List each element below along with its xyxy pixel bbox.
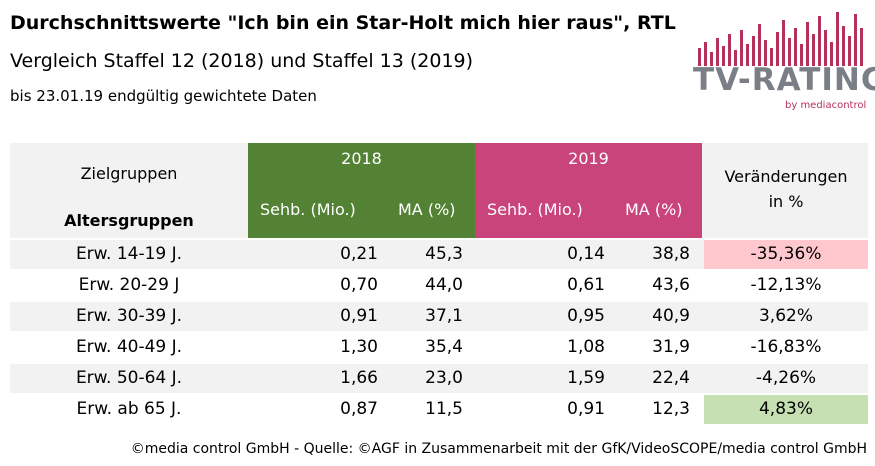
header-group-2018: 2018 Sehb. (Mio.) MA (%) <box>248 143 475 238</box>
logo-by-text: by mediacontrol <box>785 100 867 111</box>
cell-change: 4,83% <box>704 395 868 424</box>
cell-change: 3,62% <box>758 306 813 326</box>
cell-sehb-2019: 0,14 <box>567 244 605 264</box>
cell-ma-2018: 23,0 <box>425 368 463 388</box>
cell-sehb-2019: 0,95 <box>567 306 605 326</box>
source-footer: ©media control GmbH - Quelle: ©AGF in Zu… <box>130 441 867 457</box>
logo-brand-text: TV-RATINGS <box>693 62 875 98</box>
cell-ma-2018: 35,4 <box>425 337 463 357</box>
ma-2018-label: MA (%) <box>398 200 456 219</box>
change-header-line2: in % <box>768 192 804 211</box>
year-2019-label: 2019 <box>568 149 609 168</box>
cell-sehb-2019: 1,08 <box>567 337 605 357</box>
sehb-2018-label: Sehb. (Mio.) <box>260 200 356 219</box>
cell-sehb-2018: 0,87 <box>340 399 378 419</box>
cell-ma-2019: 43,6 <box>652 275 690 295</box>
cell-ma-2018: 45,3 <box>425 244 463 264</box>
cell-ma-2018: 44,0 <box>425 275 463 295</box>
table-row: Erw. 14-19 J. 0,21 45,3 0,14 38,8 -35,36… <box>10 240 868 271</box>
table-row: Erw. 30-39 J. 0,91 37,1 0,95 40,9 3,62% <box>10 302 868 333</box>
change-header-line1: Veränderungen <box>724 167 848 186</box>
cell-ma-2019: 12,3 <box>652 399 690 419</box>
cell-sehb-2018: 0,21 <box>340 244 378 264</box>
cell-sehb-2019: 1,59 <box>567 368 605 388</box>
table-row: Erw. 40-49 J. 1,30 35,4 1,08 31,9 -16,83… <box>10 333 868 364</box>
cell-ma-2019: 31,9 <box>652 337 690 357</box>
cell-ma-2019: 22,4 <box>652 368 690 388</box>
cell-ma-2019: 40,9 <box>652 306 690 326</box>
sehb-2019-label: Sehb. (Mio.) <box>487 200 583 219</box>
cell-sehb-2018: 0,70 <box>340 275 378 295</box>
year-2018-label: 2018 <box>341 149 382 168</box>
cell-group: Erw. 14-19 J. <box>75 244 183 264</box>
logo-bars-graphic <box>698 12 863 66</box>
ma-2019-label: MA (%) <box>625 200 683 219</box>
table-row: Erw. 20-29 J 0,70 44,0 0,61 43,6 -12,13% <box>10 271 868 302</box>
cell-sehb-2018: 1,66 <box>340 368 378 388</box>
cell-sehb-2019: 0,91 <box>567 399 605 419</box>
header-group-2019: 2019 Sehb. (Mio.) MA (%) <box>475 143 702 238</box>
data-note: bis 23.01.19 endgültig gewichtete Daten <box>10 87 317 105</box>
cell-group: Erw. 40-49 J. <box>75 337 183 357</box>
zielgruppen-header: Zielgruppen <box>80 164 178 183</box>
cell-sehb-2018: 1,30 <box>340 337 378 357</box>
cell-ma-2019: 38,8 <box>652 244 690 264</box>
cell-sehb-2019: 0,61 <box>567 275 605 295</box>
cell-ma-2018: 37,1 <box>425 306 463 326</box>
table-row: Erw. 50-64 J. 1,66 23,0 1,59 22,4 -4,26% <box>10 364 868 395</box>
cell-change: -16,83% <box>750 337 822 357</box>
page-title: Durchschnittswerte "Ich bin ein Star-Hol… <box>10 12 676 34</box>
table-header: 2018 Sehb. (Mio.) MA (%) 2019 Sehb. (Mio… <box>10 143 868 240</box>
table-row: Erw. ab 65 J. 0,87 11,5 0,91 12,3 4,83% <box>10 395 868 426</box>
cell-group: Erw. ab 65 J. <box>76 399 182 419</box>
cell-sehb-2018: 0,91 <box>340 306 378 326</box>
cell-ma-2018: 11,5 <box>425 399 463 419</box>
cell-change: -35,36% <box>704 240 868 269</box>
page-subtitle: Vergleich Staffel 12 (2018) und Staffel … <box>10 50 474 72</box>
altersgruppen-header: Altersgruppen <box>64 211 194 230</box>
cell-group: Erw. 20-29 J <box>78 275 180 295</box>
cell-group: Erw. 30-39 J. <box>75 306 183 326</box>
cell-group: Erw. 50-64 J. <box>75 368 183 388</box>
cell-change: -12,13% <box>750 275 822 295</box>
ratings-table: 2018 Sehb. (Mio.) MA (%) 2019 Sehb. (Mio… <box>10 143 868 426</box>
tv-ratings-logo: TV-RATINGS by mediacontrol <box>690 8 875 118</box>
cell-change: -4,26% <box>755 368 817 388</box>
